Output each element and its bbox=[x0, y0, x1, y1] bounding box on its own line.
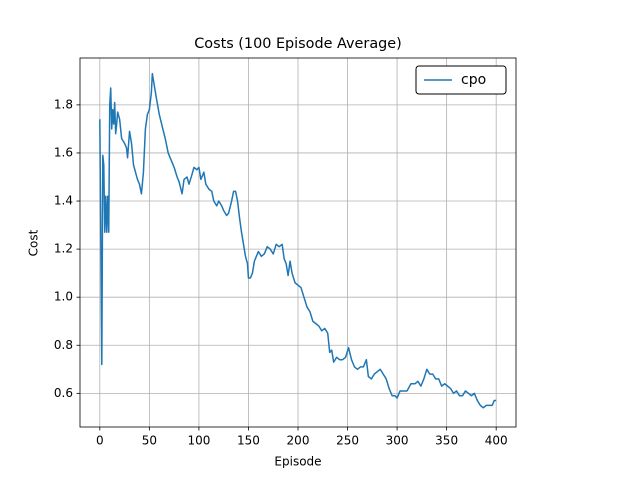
x-tick-label: 250 bbox=[336, 434, 359, 448]
x-tick-label: 150 bbox=[237, 434, 260, 448]
y-tick-label: 0.8 bbox=[54, 338, 73, 352]
x-tick-label: 0 bbox=[96, 434, 104, 448]
x-tick-label: 300 bbox=[386, 434, 409, 448]
x-tick-label: 350 bbox=[435, 434, 458, 448]
y-tick-label: 1.6 bbox=[54, 145, 73, 159]
legend-label: cpo bbox=[461, 72, 486, 88]
x-tick-label: 200 bbox=[287, 434, 310, 448]
axes-frame bbox=[79, 57, 517, 428]
x-tick-label: 100 bbox=[187, 434, 210, 448]
series-line bbox=[99, 72, 497, 409]
y-tick-label: 1.0 bbox=[54, 290, 73, 304]
chart-title: Costs (100 Episode Average) bbox=[194, 36, 402, 52]
x-tick-label: 50 bbox=[142, 434, 157, 448]
x-tick-label: 400 bbox=[485, 434, 508, 448]
y-tick-label: 1.2 bbox=[54, 242, 73, 256]
y-axis-label: Cost bbox=[27, 229, 41, 256]
y-tick-label: 1.4 bbox=[54, 194, 73, 208]
y-tick-label: 1.8 bbox=[54, 97, 73, 111]
legend-box bbox=[415, 65, 507, 95]
x-axis-label: Episode bbox=[274, 455, 321, 469]
y-tick-label: 0.6 bbox=[54, 386, 73, 400]
